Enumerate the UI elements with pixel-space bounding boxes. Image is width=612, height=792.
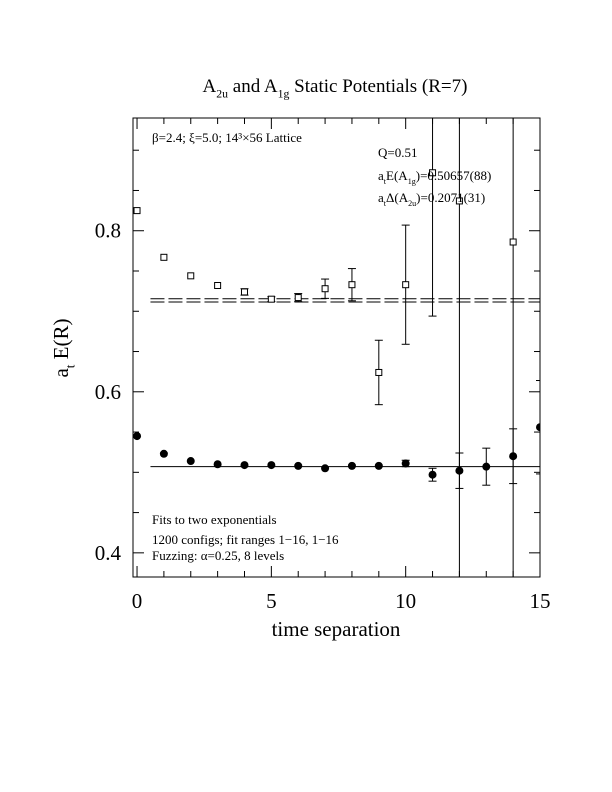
plot-frame [132, 117, 541, 578]
data-point [455, 466, 464, 475]
data-point [455, 197, 463, 205]
text-run: Static Potentials (R=7) [289, 76, 467, 97]
data-point [240, 288, 248, 296]
data-point [187, 272, 195, 280]
annotation: Fits to two exponentials [152, 512, 277, 527]
data-point [536, 423, 540, 432]
annotation: 1200 configs; fit ranges 1−16, 1−16 [152, 532, 339, 547]
data-point [267, 295, 275, 303]
data-point [133, 432, 142, 441]
text-run: a [378, 168, 384, 183]
data-point [240, 461, 249, 470]
text-run: Fuzzing: α=0.25, 8 levels [152, 548, 284, 563]
data-point [213, 460, 222, 469]
subscript: t [384, 177, 387, 186]
data-point [186, 457, 195, 466]
y-axis-label: at E(R) [49, 318, 77, 377]
annotation: β=2.4; ξ=5.0; 14³×56 Lattice [152, 130, 302, 145]
subscript: 1g [278, 88, 290, 101]
annotation: Fuzzing: α=0.25, 8 levels [152, 548, 284, 563]
data-point [159, 449, 168, 458]
data-point [428, 470, 437, 479]
text-run: Fits to two exponentials [152, 512, 277, 527]
data-point [509, 238, 517, 246]
data-point [160, 253, 168, 261]
data-point [348, 281, 356, 289]
x-tick-label: 5 [266, 589, 277, 613]
text-run: )=0.50657(88) [416, 168, 492, 183]
x-tick-label: 15 [530, 589, 551, 613]
data-point [321, 285, 329, 293]
subscript: 2u [408, 199, 416, 208]
data-point [214, 281, 222, 289]
text-run: Q=0.51 [378, 145, 417, 160]
x-tick-label: 10 [395, 589, 416, 613]
subscript: 2u [216, 88, 228, 101]
text-run: A [203, 76, 217, 97]
data-point [375, 368, 383, 376]
data-point [321, 464, 330, 473]
data-point [267, 461, 276, 470]
text-run: E(A [386, 168, 408, 183]
subscript: t [384, 199, 387, 208]
data-point [374, 461, 383, 470]
text-run: 1200 configs; fit ranges 1−16, 1−16 [152, 532, 339, 547]
text-run: a [49, 368, 73, 378]
y-tick-label: 0.6 [95, 380, 121, 404]
text-run: E(R) [49, 318, 73, 364]
data-point [482, 462, 491, 471]
y-tick-label: 0.4 [95, 541, 122, 565]
x-tick-label: 0 [132, 589, 143, 613]
data-point [294, 461, 303, 470]
subscript: 1g [408, 177, 416, 186]
data-point [347, 461, 356, 470]
data-point [133, 207, 141, 215]
x-axis-label: time separation [272, 617, 401, 641]
data-point [294, 294, 302, 302]
text-run: )=0.2071(31) [416, 190, 485, 205]
chart-title: A2u and A1g Static Potentials (R=7) [203, 76, 468, 101]
text-run: Δ(A [386, 190, 409, 205]
annotation: atΔ(A2u)=0.2071(31) [378, 190, 485, 208]
data-point [509, 452, 518, 461]
data-point [429, 169, 437, 177]
data-point [402, 281, 410, 289]
text-run: a [378, 190, 384, 205]
text-run: β=2.4; ξ=5.0; 14³×56 Lattice [152, 130, 302, 145]
text-run: and A [228, 76, 278, 97]
annotation: Q=0.51 [378, 145, 417, 160]
subscript: t [62, 364, 77, 368]
data-point [401, 459, 410, 468]
plot-area [133, 118, 540, 577]
y-tick-label: 0.8 [95, 219, 121, 243]
annotation: atE(A1g)=0.50657(88) [378, 168, 491, 186]
